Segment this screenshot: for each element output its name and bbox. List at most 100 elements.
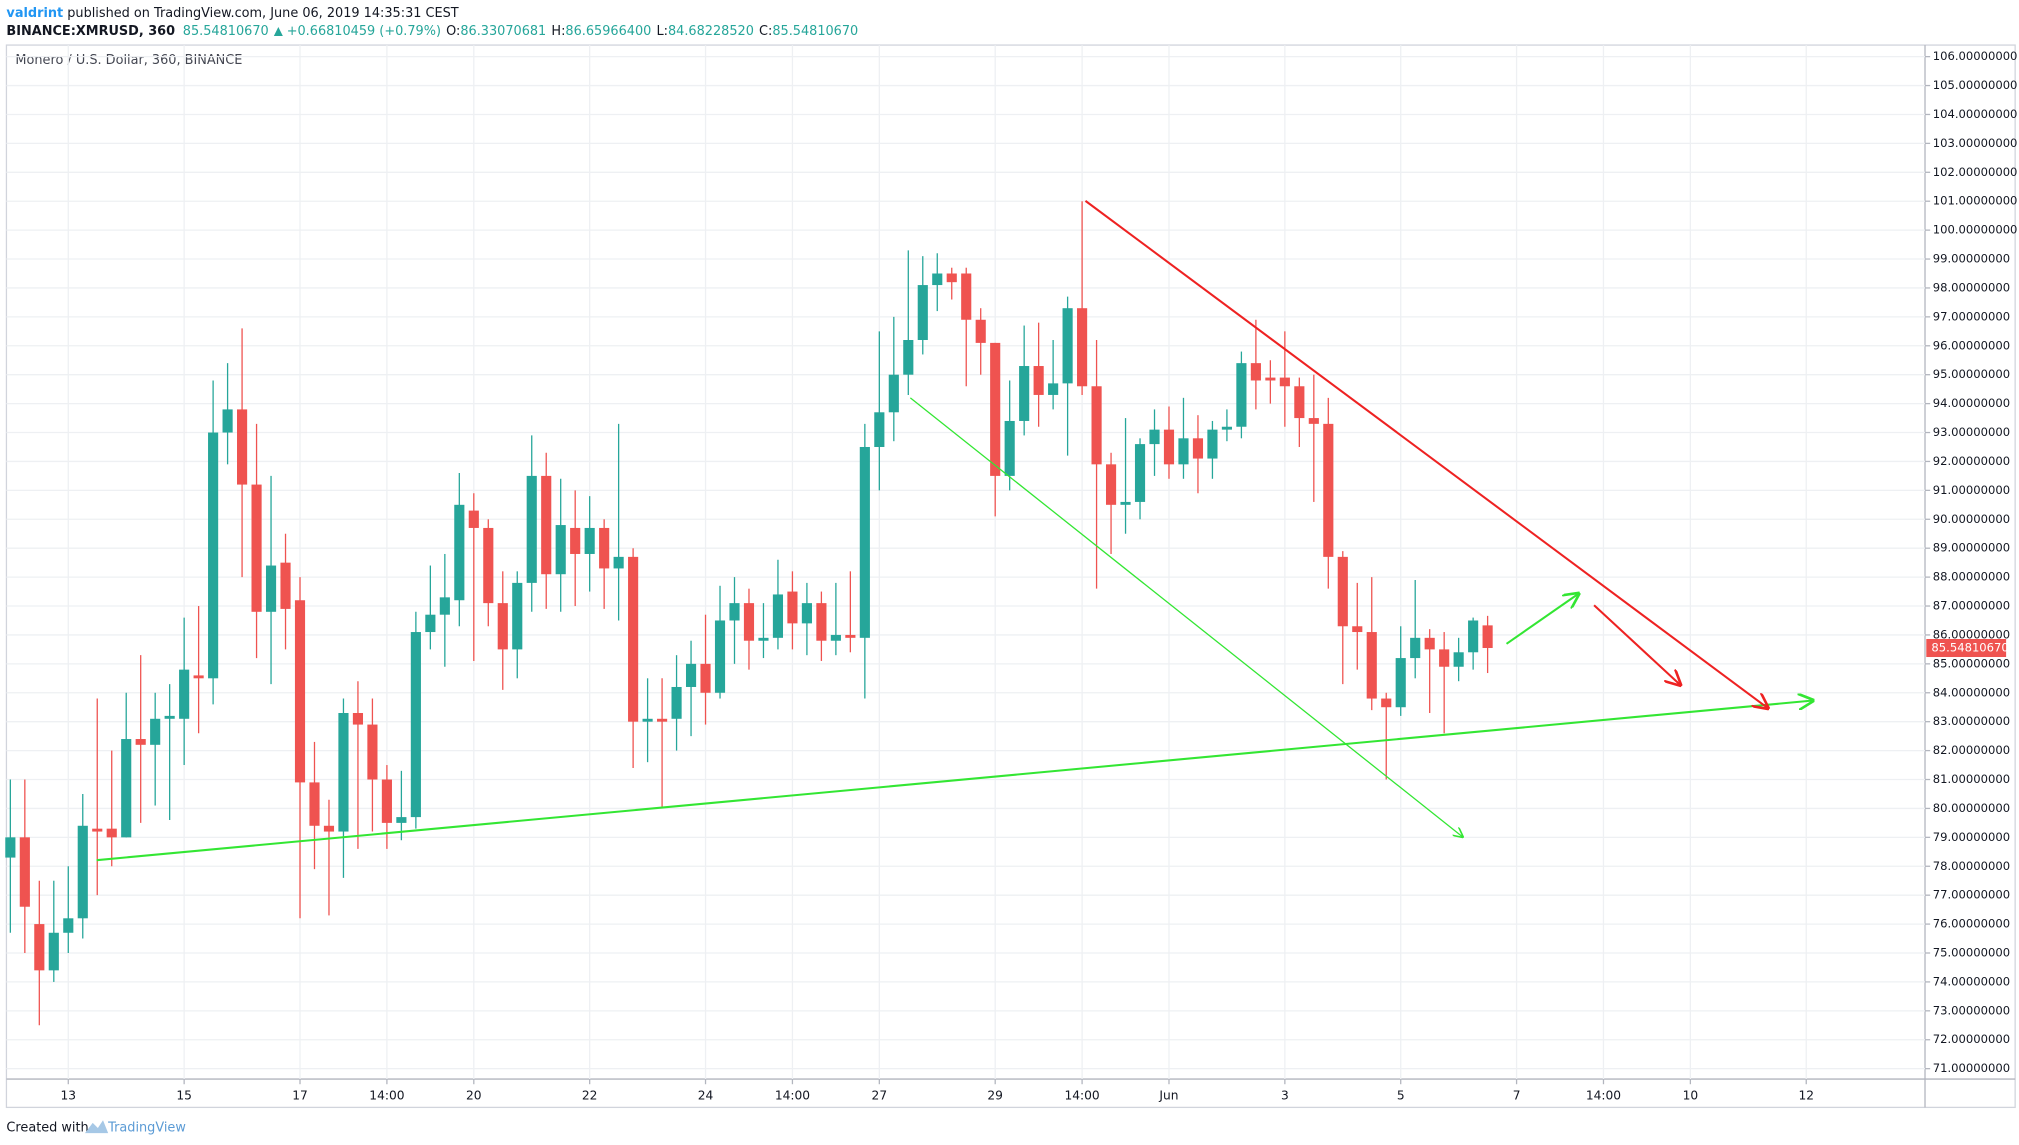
candle-body xyxy=(801,603,812,624)
candle-body xyxy=(454,504,465,601)
candle-body xyxy=(208,432,219,679)
candle-body xyxy=(483,527,494,604)
ohlc-label: H: xyxy=(551,23,565,38)
candle-body xyxy=(845,634,856,638)
candle-body xyxy=(251,484,262,612)
y-tick-label: 98.00000000 xyxy=(1933,280,2010,294)
candle-body xyxy=(888,374,899,413)
candle-body xyxy=(1105,464,1117,505)
candle-body xyxy=(1004,420,1015,476)
candle-body xyxy=(280,562,291,609)
candle-body xyxy=(1077,308,1088,387)
candle-body xyxy=(1337,556,1348,627)
candle-body xyxy=(1192,438,1204,459)
x-tick-label: 27 xyxy=(872,1088,888,1102)
ohlc-label: O: xyxy=(446,23,460,38)
candle-body xyxy=(628,556,639,722)
ohlc-value: 84.68228520 xyxy=(668,23,754,38)
footer-brand: TradingView xyxy=(107,1121,186,1136)
x-tick-label: 3 xyxy=(1281,1088,1289,1102)
published: published on TradingView.com, June 06, 2… xyxy=(63,5,459,20)
price: 85.54810670 xyxy=(183,23,269,38)
candle-body xyxy=(1236,363,1247,427)
y-tick-label: 85.00000000 xyxy=(1933,656,2010,670)
candle-body xyxy=(1134,444,1146,502)
y-tick-label: 96.00000000 xyxy=(1933,338,2010,352)
y-tick-label: 80.00000000 xyxy=(1933,801,2010,815)
candle-body xyxy=(179,669,190,719)
symbol: BINANCE:XMRUSD, 360 xyxy=(6,23,175,38)
candle-body xyxy=(512,582,523,650)
candle-body xyxy=(1453,652,1464,667)
candle-body xyxy=(1207,429,1218,459)
candle-body xyxy=(1366,632,1377,699)
candle-body xyxy=(439,597,450,615)
x-tick-label: 24 xyxy=(698,1088,714,1102)
candle-body xyxy=(1395,658,1406,708)
ohlc-value: 86.65966400 xyxy=(565,23,651,38)
candle-body xyxy=(961,273,972,320)
candle-body xyxy=(874,412,885,447)
candle-body xyxy=(222,409,233,433)
x-tick-label: 14:00 xyxy=(369,1088,404,1102)
y-tick-label: 86.00000000 xyxy=(1933,627,2010,641)
candle-body xyxy=(309,782,320,826)
candle-body xyxy=(1091,386,1102,465)
candle-body xyxy=(599,527,610,569)
y-tick-label: 72.00000000 xyxy=(1933,1032,2010,1046)
up-triangle xyxy=(273,27,283,37)
candle-body xyxy=(1468,620,1479,653)
y-tick-label: 97.00000000 xyxy=(1933,309,2010,323)
candle-body xyxy=(541,475,552,575)
symbol-line: BINANCE:XMRUSD, 360 85.54810670 +0.6681045… xyxy=(6,23,858,38)
x-tick-label: 29 xyxy=(987,1088,1003,1102)
candle-body xyxy=(743,603,755,641)
support-trendline xyxy=(96,700,1813,862)
x-tick-label: 7 xyxy=(1513,1088,1521,1102)
y-tick-label: 79.00000000 xyxy=(1933,830,2010,844)
candle-body xyxy=(77,825,88,919)
change: +0.66810459 (+0.79%) xyxy=(287,23,441,38)
candle-body xyxy=(34,924,45,971)
candle-body xyxy=(1439,649,1450,667)
candle-body xyxy=(352,713,364,725)
candle-body xyxy=(1308,418,1319,424)
candle-body xyxy=(990,342,1001,476)
y-tick-label: 94.00000000 xyxy=(1933,396,2010,410)
y-tick-label: 103.00000000 xyxy=(1933,136,2018,150)
y-tick-label: 78.00000000 xyxy=(1933,859,2010,873)
candle-body xyxy=(294,600,306,783)
candle-body xyxy=(903,340,914,375)
y-tick-label: 90.00000000 xyxy=(1933,512,2010,526)
candle-body xyxy=(1265,377,1276,381)
y-tick-label: 95.00000000 xyxy=(1933,367,2010,381)
candle-body xyxy=(729,603,740,621)
candle-body xyxy=(135,739,146,745)
candle-body xyxy=(570,527,581,554)
candle-body xyxy=(1149,429,1160,445)
candle-body xyxy=(685,663,697,687)
x-tick-label: 20 xyxy=(466,1088,482,1102)
candle-body xyxy=(396,817,407,823)
y-tick-label: 92.00000000 xyxy=(1933,454,2010,468)
y-tick-label: 77.00000000 xyxy=(1933,888,2010,902)
candle-body xyxy=(859,446,870,638)
candle-body xyxy=(425,614,436,633)
down-arrow xyxy=(1593,604,1680,685)
candle-body xyxy=(106,828,117,838)
candle-body xyxy=(1163,429,1175,465)
frame xyxy=(5,44,2016,1109)
channel-line xyxy=(909,397,1462,837)
candle-body xyxy=(642,718,653,722)
candle-body xyxy=(497,603,508,650)
candle-body xyxy=(150,718,161,745)
y-tick-label: 87.00000000 xyxy=(1933,599,2010,613)
candle-body xyxy=(1279,377,1290,387)
ohlc-value: 85.54810670 xyxy=(772,23,858,38)
candle-body xyxy=(1033,366,1044,395)
candle-body xyxy=(613,556,624,569)
y-tick-label: 105.00000000 xyxy=(1933,78,2018,92)
candle-body xyxy=(1120,501,1131,505)
